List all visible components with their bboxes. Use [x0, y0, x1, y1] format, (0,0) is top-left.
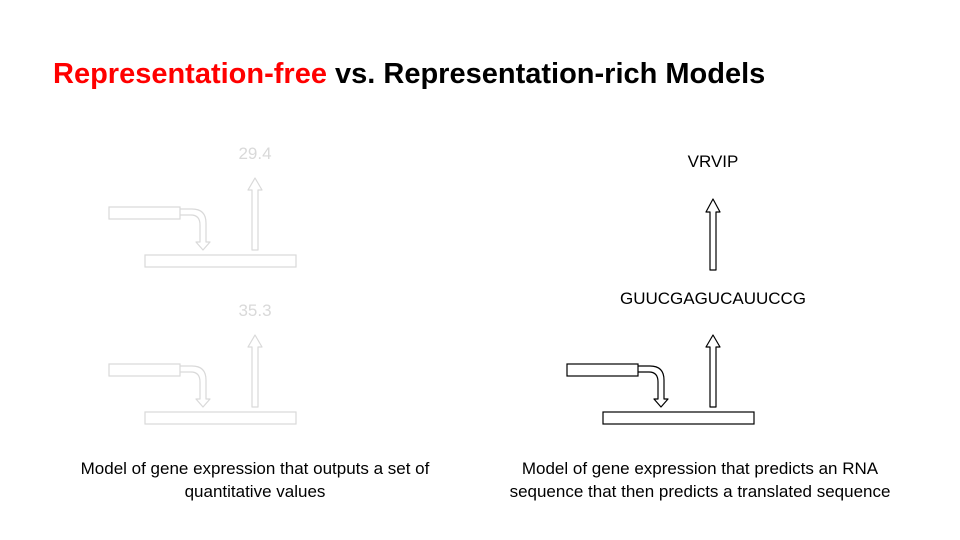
protein-sequence: VRVIP — [687, 152, 739, 171]
left-caption-line2: quantitative values — [184, 482, 326, 501]
right-gene-diagram — [566, 334, 755, 425]
title-rest: vs. Representation-rich Models — [326, 58, 766, 90]
slide-title: Representation-free vs. Representation-r… — [53, 58, 765, 91]
left-caption-line1: Model of gene expression that outputs a … — [80, 459, 430, 478]
right-caption: Model of gene expression that predicts a… — [510, 457, 891, 503]
right-caption-line2: sequence that then predicts a translated… — [509, 482, 891, 501]
right-caption-line1: Model of gene expression that predicts a… — [521, 459, 879, 478]
left-top-value: 29.4 — [238, 144, 272, 163]
left-caption: Model of gene expression that outputs a … — [81, 457, 430, 503]
translation-arrow — [705, 198, 721, 271]
left-bottom-gene-diagram — [108, 334, 297, 425]
title-highlight: Representation-free — [53, 58, 327, 90]
left-top-gene-diagram — [108, 177, 297, 268]
rna-sequence: GUUCGAGUCAUUCCG — [619, 289, 807, 308]
left-bottom-value: 35.3 — [238, 301, 272, 320]
